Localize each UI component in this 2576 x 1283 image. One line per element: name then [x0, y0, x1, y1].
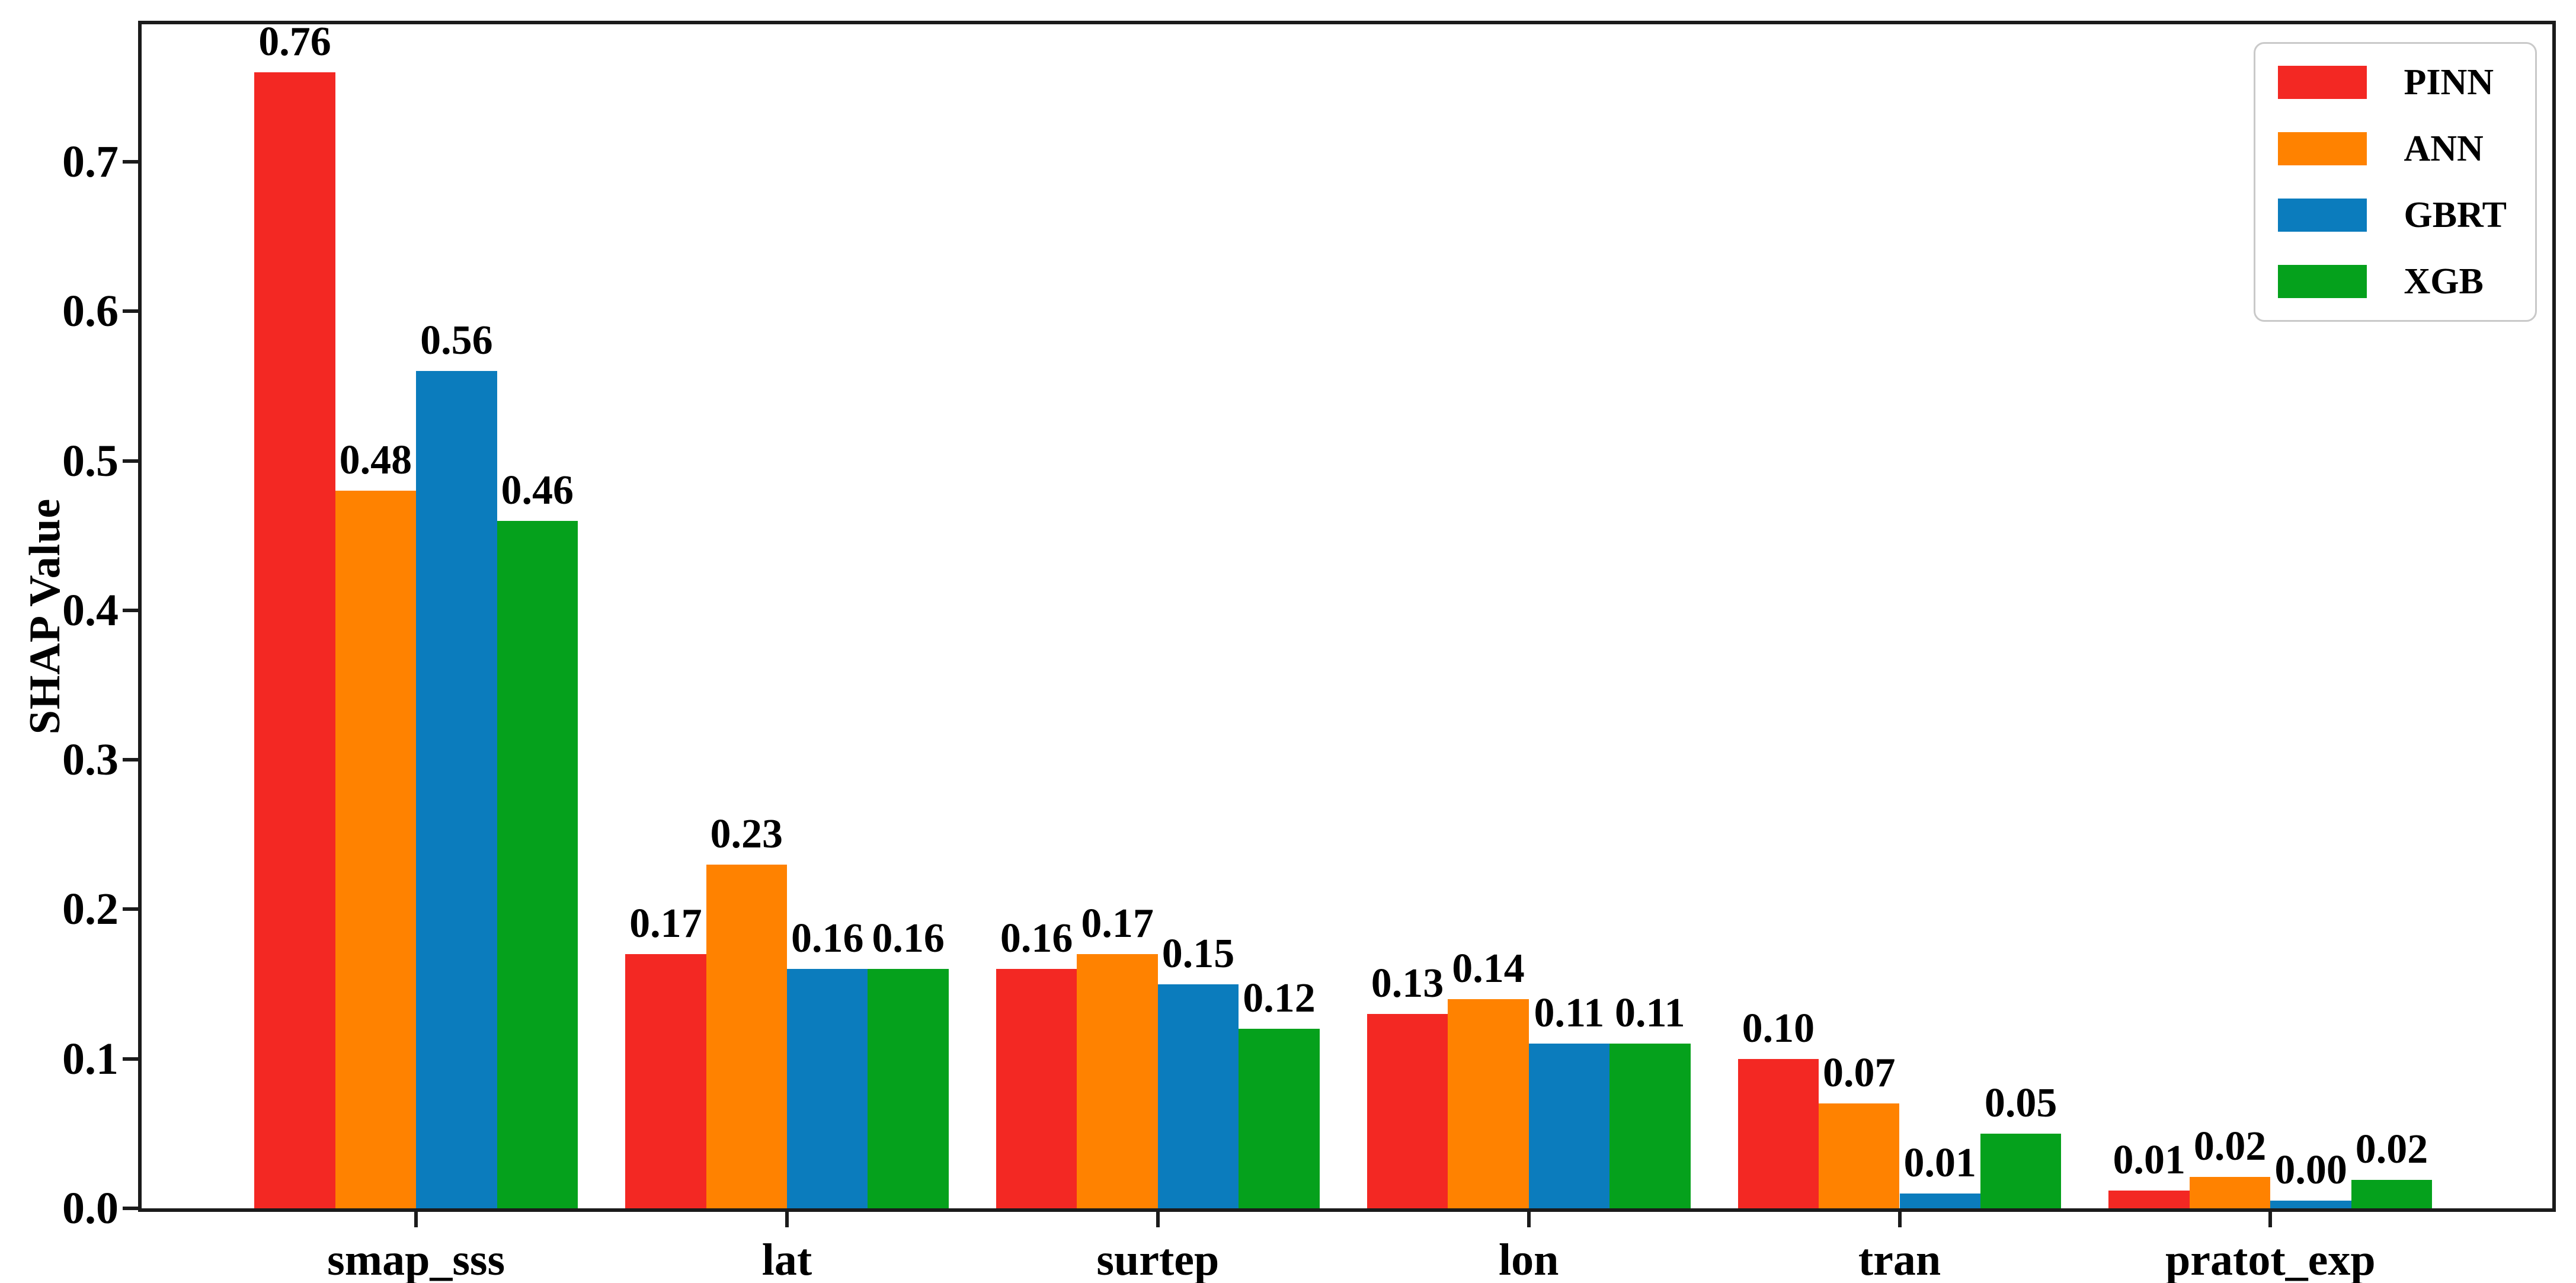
bar-value-label-ANN-surtep: 0.17: [1081, 901, 1154, 946]
legend: PINN ANN GBRT XGB: [2254, 42, 2537, 322]
bar-value-label-PINN-lon: 0.13: [1371, 961, 1444, 1006]
x-tick-label-tran: tran: [1858, 1235, 1941, 1283]
bar-PINN-smap_sss: [254, 72, 335, 1208]
y-tick-label-0.1: 0.1: [62, 1034, 119, 1084]
legend-color-patch-PINN: [2278, 66, 2367, 99]
bar-PINN-tran: [1737, 1059, 1819, 1208]
bar-GBRT-smap_sss: [416, 371, 497, 1208]
y-tick-mark-0.6: [123, 309, 138, 313]
x-tick-label-lon: lon: [1498, 1235, 1559, 1283]
bar-XGB-smap_sss: [497, 521, 578, 1208]
bar-value-label-ANN-lat: 0.23: [710, 811, 783, 857]
bar-value-label-XGB-tran: 0.05: [1984, 1080, 2057, 1126]
legend-color-patch-ANN: [2278, 132, 2367, 165]
bar-ANN-lat: [706, 865, 787, 1208]
legend-label-XGB: XGB: [2404, 261, 2484, 302]
bar-value-label-XGB-pratot_exp: 0.02: [2355, 1127, 2428, 1172]
legend-color-patch-XGB: [2278, 265, 2367, 298]
bar-GBRT-pratot_exp: [2270, 1201, 2351, 1208]
bar-XGB-lon: [1609, 1044, 1691, 1208]
legend-item-GBRT: GBRT: [2278, 197, 2507, 233]
bar-value-label-ANN-pratot_exp: 0.02: [2193, 1124, 2267, 1169]
x-tick-mark-smap_sss: [414, 1212, 418, 1227]
bar-ANN-surtep: [1077, 954, 1158, 1208]
x-tick-mark-pratot_exp: [2268, 1212, 2273, 1227]
bar-ANN-lon: [1448, 999, 1529, 1208]
legend-label-GBRT: GBRT: [2404, 195, 2507, 235]
y-tick-label-0.4: 0.4: [62, 585, 119, 635]
y-tick-mark-0.3: [123, 758, 138, 762]
x-tick-mark-lon: [1527, 1212, 1531, 1227]
bar-value-label-ANN-tran: 0.07: [1823, 1050, 1896, 1096]
bar-GBRT-lon: [1528, 1044, 1610, 1208]
y-tick-mark-0.2: [123, 907, 138, 911]
x-tick-label-smap_sss: smap_sss: [327, 1235, 505, 1283]
bar-XGB-surtep: [1239, 1029, 1320, 1208]
bar-value-label-GBRT-pratot_exp: 0.00: [2274, 1147, 2347, 1193]
bar-GBRT-lat: [786, 969, 868, 1208]
y-tick-mark-0.5: [123, 459, 138, 463]
bar-value-label-PINN-lat: 0.17: [629, 901, 702, 946]
bar-value-label-GBRT-smap_sss: 0.56: [420, 318, 493, 363]
bar-value-label-GBRT-lon: 0.11: [1534, 990, 1605, 1036]
bar-value-label-PINN-surtep: 0.16: [1000, 916, 1073, 961]
y-tick-label-0.5: 0.5: [62, 436, 119, 486]
x-tick-label-surtep: surtep: [1096, 1235, 1220, 1283]
x-tick-label-lat: lat: [761, 1235, 812, 1283]
bar-PINN-lat: [625, 954, 706, 1208]
x-tick-mark-tran: [1897, 1212, 1902, 1227]
y-tick-label-0.3: 0.3: [62, 735, 119, 785]
bar-value-label-PINN-tran: 0.10: [1742, 1006, 1815, 1051]
bar-ANN-tran: [1819, 1103, 1900, 1208]
bar-value-label-XGB-lat: 0.16: [872, 916, 945, 961]
bar-value-label-ANN-lon: 0.14: [1452, 946, 1525, 991]
y-tick-mark-0.7: [123, 160, 138, 164]
y-tick-mark-0.0: [123, 1207, 138, 1210]
bar-value-label-GBRT-surtep: 0.15: [1161, 931, 1235, 977]
y-tick-mark-0.1: [123, 1057, 138, 1061]
x-tick-mark-surtep: [1156, 1212, 1160, 1227]
bar-value-label-XGB-smap_sss: 0.46: [501, 468, 574, 513]
plot-area: PINN ANN GBRT XGB 0.76 0.17 0.16 0.13 0.10 0.01 0…: [138, 21, 2556, 1212]
bar-value-label-XGB-lon: 0.11: [1614, 990, 1685, 1036]
bar-value-label-PINN-smap_sss: 0.76: [258, 19, 331, 65]
x-tick-mark-lat: [785, 1212, 789, 1227]
bar-GBRT-surtep: [1157, 984, 1239, 1208]
legend-item-ANN: ANN: [2278, 130, 2507, 167]
bar-PINN-pratot_exp: [2108, 1191, 2190, 1208]
legend-item-PINN: PINN: [2278, 64, 2507, 101]
bar-value-label-GBRT-tran: 0.01: [1903, 1140, 1976, 1186]
legend-item-XGB: XGB: [2278, 263, 2507, 300]
y-tick-label-0.7: 0.7: [62, 137, 119, 187]
bar-GBRT-tran: [1899, 1194, 1980, 1208]
y-tick-label-0.0: 0.0: [62, 1183, 119, 1233]
bar-XGB-lat: [868, 969, 949, 1208]
bar-ANN-smap_sss: [335, 491, 417, 1208]
bar-value-label-ANN-smap_sss: 0.48: [339, 437, 412, 483]
bar-PINN-lon: [1367, 1014, 1448, 1208]
bar-ANN-pratot_exp: [2189, 1177, 2271, 1208]
bar-PINN-surtep: [996, 969, 1077, 1208]
bar-XGB-tran: [1980, 1134, 2062, 1208]
legend-label-ANN: ANN: [2404, 129, 2484, 169]
legend-color-patch-GBRT: [2278, 199, 2367, 232]
bar-value-label-GBRT-lat: 0.16: [791, 916, 864, 961]
bar-XGB-pratot_exp: [2351, 1180, 2433, 1208]
y-tick-label-0.6: 0.6: [62, 286, 119, 337]
y-tick-label-0.2: 0.2: [62, 884, 119, 935]
y-tick-mark-0.4: [123, 608, 138, 612]
bar-value-label-XGB-surtep: 0.12: [1243, 975, 1316, 1021]
bar-value-label-PINN-pratot_exp: 0.01: [2113, 1137, 2185, 1183]
x-tick-label-pratot_exp: pratot_exp: [2165, 1235, 2376, 1283]
legend-label-PINN: PINN: [2404, 62, 2494, 103]
